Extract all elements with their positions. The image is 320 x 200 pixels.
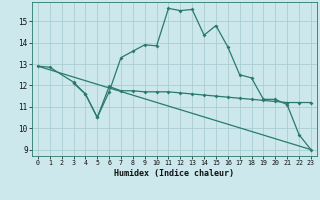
X-axis label: Humidex (Indice chaleur): Humidex (Indice chaleur) xyxy=(115,169,234,178)
